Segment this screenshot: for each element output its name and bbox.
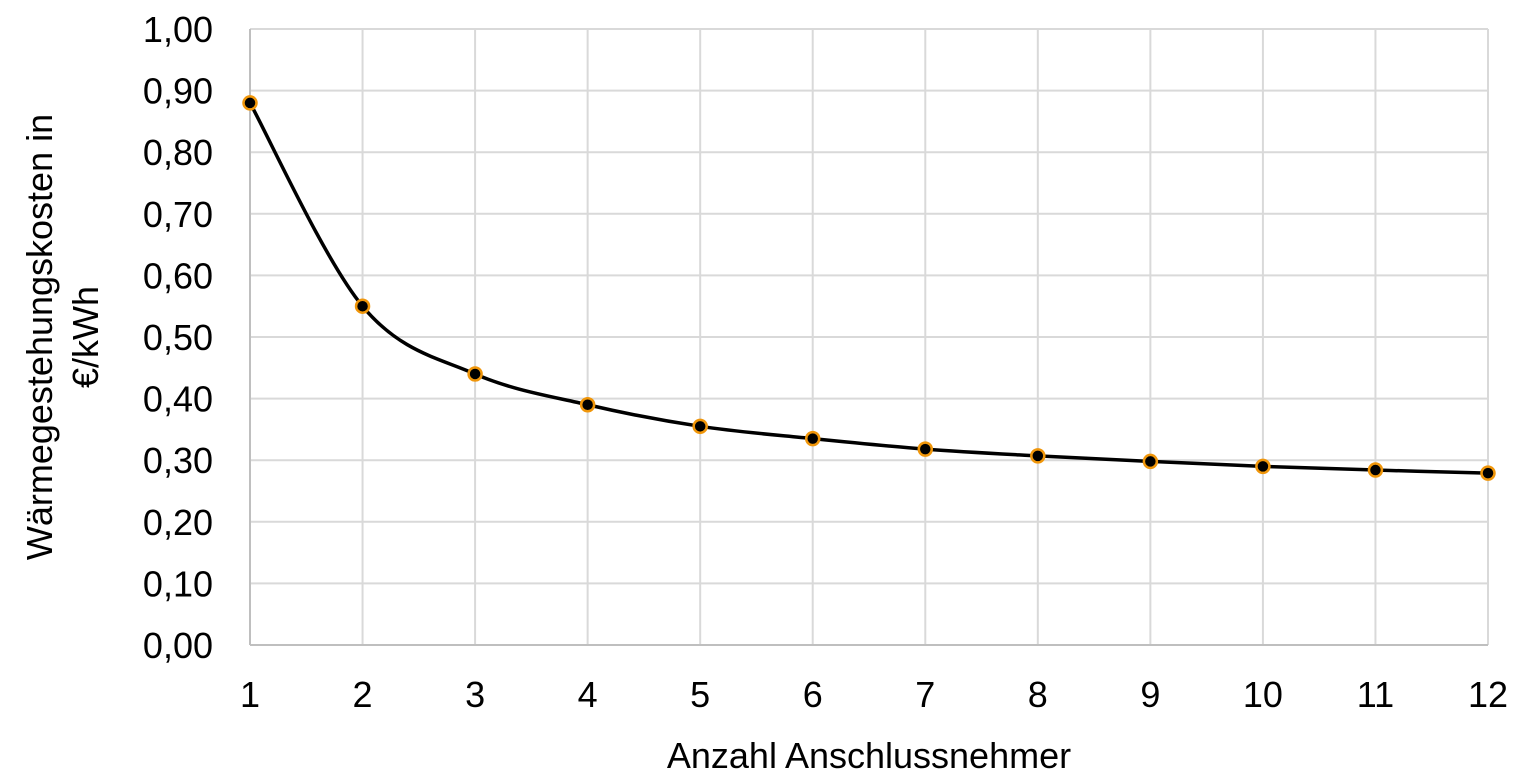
data-point [354,298,371,314]
y-tick-label: 0,00 [143,625,213,666]
y-tick-label: 0,60 [143,255,213,296]
y-tick-label: 0,30 [143,440,213,481]
data-point [1367,462,1384,478]
data-point [242,95,258,111]
data-series [242,95,1496,481]
y-tick-label: 0,70 [143,194,213,235]
series-line [248,102,1489,475]
axes [249,29,1488,646]
y-tick-label: 1,00 [143,9,213,50]
x-tick-label: 11 [1357,674,1394,715]
x-tick-label: 3 [465,674,485,715]
y-tick-label: 0,10 [143,563,213,604]
x-tick-label: 9 [1140,674,1160,715]
data-point [579,397,596,413]
data-point [1480,465,1496,481]
x-axis-tick-labels: 1 2 3 4 5 6 7 8 9 10 11 12 [240,674,1508,715]
y-axis-title-line-2: €/kWh [65,286,106,388]
y-tick-label: 0,40 [143,379,213,420]
x-tick-label: 5 [690,674,710,715]
y-axis-tick-labels: 0,00 0,10 0,20 0,30 0,40 0,50 0,60 0,70 0,80 0,90… [143,9,213,666]
grid-lines [250,28,1489,645]
data-point [1142,453,1159,470]
x-tick-label: 6 [803,674,823,715]
y-axis-title-line-1: Wärmegestehungskosten in [19,114,60,560]
y-tick-label: 0,20 [143,502,213,543]
data-point [804,430,821,447]
x-tick-label: 2 [353,674,373,715]
x-tick-label: 10 [1243,674,1283,715]
x-tick-label: 8 [1028,674,1048,715]
x-tick-label: 7 [915,674,935,715]
x-tick-label: 1 [240,674,260,715]
y-tick-label: 0,50 [143,317,213,358]
data-point [1255,458,1271,475]
data-point [692,418,708,435]
data-point [1030,448,1046,464]
data-point [917,441,934,457]
y-tick-label: 0,80 [143,132,213,173]
x-tick-label: 12 [1468,674,1508,715]
y-axis-title: Wärmegestehungskosten in €/kWh [19,114,106,560]
y-tick-label: 0,90 [143,71,213,112]
x-tick-label: 4 [578,674,598,715]
data-point [467,366,483,382]
x-axis-title: Anzahl Anschlussnehmer [667,735,1071,775]
